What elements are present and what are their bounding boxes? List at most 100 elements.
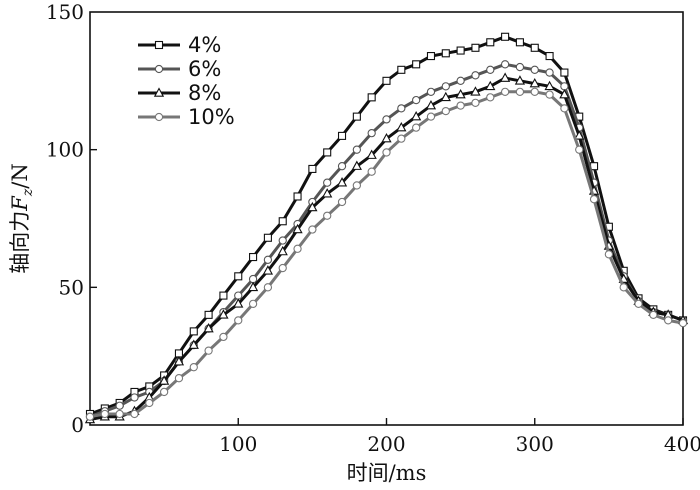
legend-item-10pct: 10%	[138, 105, 235, 129]
legend-item-8pct: 8%	[138, 81, 221, 105]
series-6pct-marker	[263, 255, 273, 264]
legend-item-4pct-marker	[154, 40, 164, 50]
series-4pct-marker	[174, 349, 183, 358]
series-6pct-marker	[352, 145, 361, 154]
legend-item-10pct-marker	[154, 112, 164, 122]
series-8pct-marker	[351, 160, 362, 170]
series-4pct-marker	[426, 52, 436, 61]
x-tick-label: 200	[367, 432, 405, 456]
y-axis-title-sub: z	[20, 188, 36, 197]
series-10pct-marker	[100, 409, 109, 419]
axes-layer: 100 200 300 400 0 50 100 150	[46, 0, 700, 456]
series-10pct-marker	[174, 374, 184, 383]
series-10pct-marker	[575, 145, 584, 154]
series-4pct-marker	[456, 46, 465, 55]
series-4pct-marker	[352, 112, 361, 121]
series-10pct-marker	[426, 112, 436, 121]
series-6pct-marker	[560, 82, 569, 91]
series-layer	[84, 32, 689, 424]
y-axis-title-var: F	[8, 195, 32, 212]
series-8pct-line	[89, 76, 684, 421]
series-10pct-marker	[367, 167, 376, 176]
series-4pct-marker	[204, 310, 213, 319]
series-4pct-marker	[308, 164, 317, 173]
series-8pct	[84, 72, 689, 424]
series-4pct-marker	[337, 131, 347, 140]
series-4pct-marker	[530, 43, 539, 52]
legend-item-6pct: 6%	[138, 57, 221, 81]
series-8pct-marker	[366, 149, 377, 159]
series-6pct-marker	[234, 291, 243, 300]
series-8pct-marker	[203, 322, 214, 333]
series-10pct-marker	[649, 310, 658, 320]
x-tick-label: 300	[516, 432, 554, 456]
series-10pct-marker	[308, 225, 317, 234]
legend-item-6pct-label: 6%	[188, 57, 221, 81]
legend-item-6pct-marker	[154, 64, 164, 74]
legend-item-4pct-label: 4%	[188, 33, 221, 57]
series-4pct-marker	[219, 291, 228, 300]
series-10pct-marker	[219, 332, 228, 342]
series-6pct-marker	[382, 115, 391, 124]
series-6pct-marker	[545, 68, 554, 77]
series-8pct-marker	[233, 298, 244, 308]
y-axis-title: 轴向力Fz/N	[8, 163, 36, 273]
series-10pct-marker	[234, 316, 243, 325]
series-10pct-marker	[323, 211, 332, 220]
series-10pct-marker	[278, 263, 287, 273]
series-4pct-marker	[397, 65, 406, 74]
series-8pct-marker	[396, 121, 407, 132]
series-4pct-marker	[471, 43, 480, 52]
series-10pct-marker	[382, 148, 391, 157]
series-10pct-marker	[589, 195, 599, 204]
series-10pct-marker	[248, 299, 258, 309]
series-10pct-marker	[130, 409, 139, 419]
series-10pct-marker	[486, 93, 495, 102]
series-10pct-marker	[515, 87, 525, 96]
series-6pct-marker	[248, 274, 258, 284]
series-6pct-marker	[397, 104, 406, 113]
series-8pct-marker	[218, 309, 229, 319]
series-6pct-marker	[130, 393, 139, 402]
series-10pct-marker	[204, 346, 213, 355]
series-8pct-marker	[262, 265, 274, 275]
series-6pct-marker	[486, 65, 495, 74]
series-10pct-marker	[560, 104, 569, 113]
series-8pct-marker	[247, 281, 259, 292]
series-10pct-marker	[456, 101, 465, 110]
series-4pct-marker	[382, 76, 391, 85]
series-6pct-marker	[441, 82, 450, 91]
series-8pct-marker	[529, 77, 540, 88]
series-8pct-marker	[173, 356, 185, 366]
series-6pct-marker	[411, 95, 421, 105]
series-10pct-marker	[397, 134, 406, 143]
legend-item-4pct: 4%	[138, 33, 221, 57]
series-10pct-marker	[471, 98, 480, 108]
series-8pct-marker	[559, 88, 570, 99]
series-4pct-marker	[323, 148, 332, 157]
series-10pct-marker	[678, 318, 688, 328]
series-4pct-marker	[278, 217, 287, 226]
series-6pct-marker	[337, 162, 347, 171]
series-4pct-marker	[560, 68, 569, 77]
series-6pct-marker	[530, 65, 539, 74]
series-8pct-marker	[425, 99, 437, 110]
series-4pct-marker	[515, 38, 524, 47]
series-8pct-marker	[307, 201, 318, 212]
series-10pct-marker	[530, 87, 539, 96]
y-axis-title-suffix: /N	[8, 163, 32, 188]
series-10pct-marker	[664, 316, 673, 325]
series-8pct-marker	[411, 110, 422, 121]
x-tick-label: 400	[664, 432, 700, 456]
series-8pct-marker	[544, 80, 555, 91]
legend: 4%6%8%10%	[138, 33, 235, 129]
series-10pct	[85, 87, 688, 421]
series-8pct-marker	[292, 223, 303, 234]
series-10pct-marker	[604, 250, 614, 259]
series-10pct-marker	[500, 87, 510, 96]
series-6pct-marker	[515, 62, 525, 72]
y-tick-label: 150	[46, 0, 84, 24]
series-4pct-marker	[486, 38, 495, 47]
series-10pct-marker	[352, 181, 361, 190]
